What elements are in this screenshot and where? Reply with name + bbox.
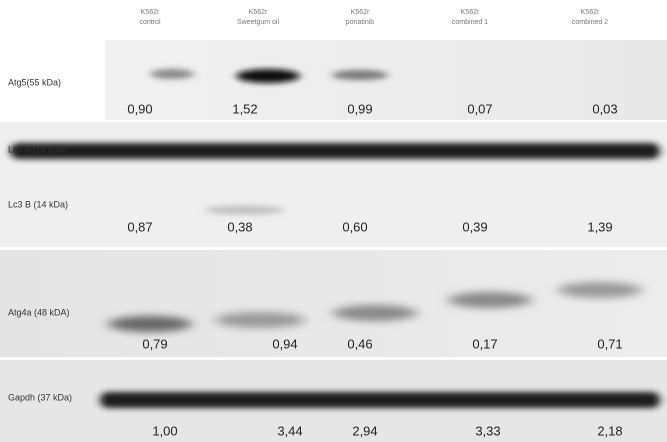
band-value: 0,87 (127, 219, 152, 234)
band-value: 0,17 (472, 336, 497, 351)
band-value: 0,39 (462, 219, 487, 234)
band-value: 1,39 (587, 219, 612, 234)
band (150, 69, 194, 79)
band (205, 206, 285, 214)
band-value: 2,18 (597, 423, 622, 438)
lane-header: K562r (461, 9, 480, 16)
row-label: Gapdh (37 kDa) (8, 392, 72, 402)
band-value: 0,99 (347, 101, 372, 116)
row-label: Lc3 A (16 kDa) (8, 144, 67, 154)
band-value: 0,38 (227, 219, 252, 234)
lane-header: control (139, 19, 160, 26)
band (333, 305, 417, 321)
lane-header: K562r (581, 9, 600, 16)
row-label: Atg4a (48 kDA) (8, 307, 70, 317)
band-value: 0,07 (467, 101, 492, 116)
band-value: 0,46 (347, 336, 372, 351)
band (332, 70, 388, 80)
band-value: 1,52 (232, 101, 257, 116)
band (100, 392, 660, 408)
band (448, 292, 532, 308)
lane-header: K562r (351, 9, 370, 16)
band-value: 0,90 (127, 101, 152, 116)
band-value: 3,44 (277, 423, 302, 438)
lane-header: K562r (249, 9, 268, 16)
band-value: 0,94 (272, 336, 297, 351)
band-value: 0,71 (597, 336, 622, 351)
atg4a-panel (0, 250, 667, 357)
row-label: Lc3 B (14 kDa) (8, 199, 68, 209)
band-value: 2,94 (352, 423, 377, 438)
lane-header: combined 2 (572, 19, 608, 26)
lane-header: Sweetgum oil (237, 19, 279, 26)
band-value: 3,33 (475, 423, 500, 438)
lane-header: combined 1 (452, 19, 488, 26)
band-value: 0,60 (342, 219, 367, 234)
band-value: 0,79 (142, 336, 167, 351)
lane-header: ponatinib (346, 19, 375, 26)
lane-header: K562r (141, 9, 160, 16)
band (215, 312, 305, 328)
band (558, 282, 642, 298)
bands (10, 69, 660, 408)
band (108, 316, 192, 332)
band (236, 69, 300, 83)
atg5-panel (105, 40, 667, 120)
band-value: 1,00 (152, 423, 177, 438)
row-label: Atg5(55 kDa) (8, 77, 61, 87)
band (10, 143, 660, 159)
lc3-panel (0, 122, 667, 247)
band-value: 0,03 (592, 101, 617, 116)
